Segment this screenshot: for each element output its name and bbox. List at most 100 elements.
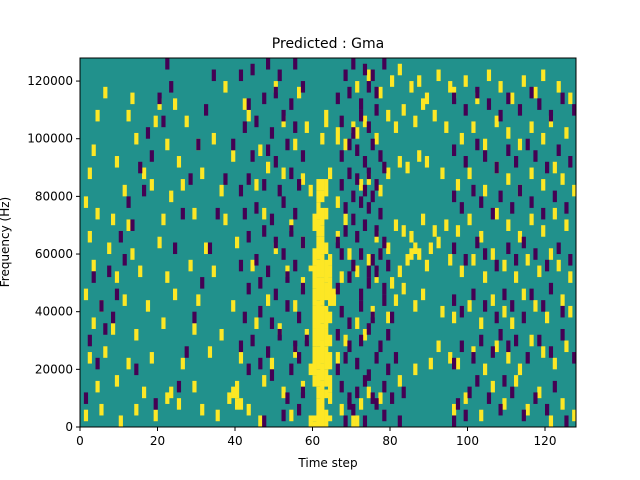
heatmap-cell-high: [320, 340, 325, 364]
heatmap-cell-high: [506, 352, 511, 364]
heatmap-cell-high: [273, 81, 278, 93]
heatmap-cell-high: [293, 138, 298, 151]
heatmap-cell-high: [331, 288, 337, 301]
heatmap-cell-high: [324, 328, 329, 347]
heatmap-cell-high: [176, 156, 182, 168]
heatmap-cell-high: [448, 81, 453, 93]
heatmap-cell-low: [378, 207, 383, 220]
heatmap-cell-low: [246, 363, 251, 376]
heatmap-cell-high: [366, 386, 371, 399]
heatmap-cell-high: [200, 167, 205, 180]
heatmap-cell-high: [374, 132, 379, 145]
heatmap-cell-high: [556, 81, 561, 93]
heatmap-cell-high: [153, 409, 158, 422]
heatmap-cell-high: [312, 288, 317, 306]
heatmap-cell-low: [382, 294, 387, 306]
heatmap-cell-high: [134, 403, 139, 416]
heatmap-cell-high: [153, 115, 158, 128]
heatmap-cell-low: [169, 81, 174, 93]
heatmap-cell-low: [533, 150, 538, 162]
heatmap-cell-low: [347, 271, 352, 283]
heatmap-cell-high: [200, 403, 205, 416]
heatmap-cell-low: [498, 403, 503, 416]
heatmap-cell-low: [521, 409, 526, 422]
heatmap-cell-low: [293, 259, 298, 272]
heatmap-cell-high: [355, 81, 360, 93]
heatmap-cell-low: [246, 282, 251, 295]
x-tick-label: 20: [150, 434, 165, 448]
heatmap-cell-low: [285, 300, 290, 312]
heatmap-cell-low: [180, 207, 185, 220]
heatmap-cell-high: [192, 323, 197, 335]
heatmap-cell-low: [266, 346, 271, 358]
heatmap-cell-low: [138, 161, 143, 174]
heatmap-cell-low: [238, 184, 244, 197]
heatmap-cell-low: [506, 92, 511, 105]
heatmap-cell-high: [114, 375, 120, 387]
heatmap-cell-high: [552, 357, 557, 370]
plot-area: [79, 57, 577, 428]
heatmap-cell-high: [455, 357, 461, 370]
heatmap-cell-low: [289, 167, 294, 180]
heatmap-cell-high: [316, 328, 321, 347]
heatmap-cell-low: [378, 340, 383, 353]
heatmap-cell-high: [227, 392, 232, 404]
heatmap-cell-high: [436, 69, 441, 82]
heatmap-cell-low: [452, 242, 457, 255]
heatmap-cell-low: [83, 392, 89, 404]
heatmap-cell-high: [324, 259, 329, 283]
heatmap-cell-low: [246, 173, 251, 185]
heatmap-cell-low: [343, 415, 348, 427]
heatmap-cell-high: [440, 305, 445, 318]
heatmap-cell-low: [397, 415, 402, 427]
heatmap-cell-high: [390, 75, 395, 87]
heatmap-cell-high: [483, 184, 488, 197]
heatmap-cell-low: [393, 352, 399, 364]
heatmap-cell-high: [432, 225, 437, 237]
heatmap-cell-high: [258, 144, 263, 157]
heatmap-cell-low: [289, 225, 294, 237]
heatmap-cell-high: [568, 271, 573, 283]
plot-frame: [79, 57, 577, 428]
heatmap-cell-high: [320, 389, 325, 427]
heatmap-cell-low: [347, 340, 352, 353]
heatmap-cell-low: [366, 323, 371, 335]
heatmap-cell-low: [258, 277, 263, 289]
heatmap-cell-high: [161, 213, 166, 226]
heatmap-cell-high: [316, 277, 321, 301]
heatmap-cell-high: [335, 127, 340, 145]
heatmap-cell-high: [514, 375, 519, 387]
heatmap-cell-low: [452, 92, 457, 105]
heatmap-cell-high: [529, 334, 534, 347]
heatmap-cell-low: [269, 317, 275, 329]
y-tick-label: 100000: [27, 132, 73, 146]
heatmap-cell-high: [378, 184, 383, 197]
heatmap-cell-high: [533, 86, 538, 99]
heatmap-cell-low: [382, 282, 387, 295]
heatmap-cell-high: [312, 421, 317, 427]
heatmap-cell-high: [440, 167, 445, 180]
heatmap-cell-high: [467, 167, 472, 180]
heatmap-cell-low: [374, 352, 379, 364]
heatmap-cell-high: [479, 230, 484, 243]
heatmap-cell-low: [238, 259, 244, 272]
heatmap-cell-high: [374, 271, 379, 283]
heatmap-cell-high: [95, 207, 100, 220]
heatmap-cell-low: [386, 363, 391, 376]
heatmap-cell-low: [510, 386, 515, 399]
heatmap-cell-low: [517, 104, 523, 116]
x-tick-label: 120: [534, 434, 557, 448]
heatmap-cell-high: [320, 132, 325, 145]
heatmap-cell-high: [308, 415, 313, 427]
heatmap-cell-high: [103, 346, 108, 358]
heatmap-cell-high: [235, 380, 240, 399]
heatmap-cell-high: [91, 317, 96, 329]
heatmap-cell-low: [335, 92, 340, 105]
heatmap-cell-high: [359, 179, 364, 191]
heatmap-cell-low: [568, 254, 573, 266]
heatmap-cell-high: [541, 225, 546, 237]
heatmap-cell-high: [83, 409, 89, 422]
heatmap-cell-high: [401, 225, 406, 237]
heatmap-cell-high: [87, 352, 92, 364]
x-tick-label: 0: [76, 434, 84, 448]
